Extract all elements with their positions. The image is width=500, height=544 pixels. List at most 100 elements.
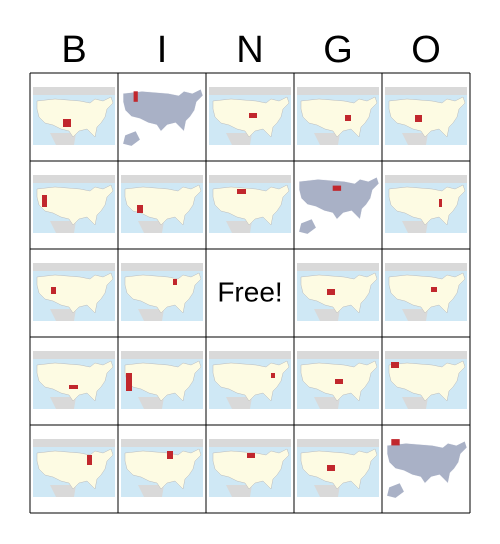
- grid: [29, 72, 471, 514]
- us-shape: [388, 272, 466, 314]
- canada: [297, 263, 379, 271]
- mexico: [314, 397, 340, 409]
- us-shape: [122, 88, 204, 132]
- mexico: [226, 133, 252, 145]
- us-map: [300, 448, 378, 490]
- mexico: [138, 485, 164, 497]
- us-map: [36, 96, 114, 138]
- highlight-state: [51, 287, 56, 294]
- highlight-state: [133, 91, 138, 102]
- mexico: [226, 221, 252, 233]
- us-shape: [300, 96, 378, 138]
- us-shape: [386, 440, 468, 484]
- canada: [121, 175, 203, 183]
- highlight-state: [63, 119, 71, 127]
- mexico: [138, 221, 164, 233]
- us-map: [122, 88, 204, 146]
- us-shape: [300, 272, 378, 314]
- alaska: [123, 131, 140, 146]
- us-map: [124, 184, 202, 226]
- canada: [297, 87, 379, 95]
- highlight-state: [42, 195, 47, 207]
- highlight-state: [431, 287, 437, 292]
- mexico: [314, 133, 340, 145]
- us-map: [212, 448, 290, 490]
- map-icon: [297, 263, 379, 321]
- us-shape: [36, 96, 114, 138]
- us-map: [300, 360, 378, 402]
- us-map: [386, 439, 468, 498]
- map-icon: [385, 87, 467, 145]
- us-shape: [124, 360, 202, 402]
- us-map: [388, 184, 466, 226]
- mexico: [50, 397, 76, 409]
- canada: [385, 351, 467, 359]
- highlight-state: [391, 439, 400, 446]
- map-icon: [121, 263, 203, 321]
- highlight-state: [439, 199, 442, 207]
- highlight-state: [335, 379, 343, 384]
- highlight-state: [69, 385, 78, 389]
- map-icon: [33, 439, 115, 497]
- us-shape: [388, 360, 466, 402]
- canada: [385, 87, 467, 95]
- canada: [33, 439, 115, 447]
- header-letter: B: [61, 29, 86, 71]
- canada: [297, 439, 379, 447]
- header-letter: G: [323, 29, 353, 71]
- canada: [121, 351, 203, 359]
- highlight-state: [332, 185, 342, 191]
- us-shape: [212, 448, 290, 490]
- us-shape: [124, 272, 202, 314]
- map-icon: [209, 351, 291, 409]
- highlight-state: [126, 373, 132, 391]
- mexico: [402, 221, 428, 233]
- highlight-state: [87, 455, 92, 465]
- highlight-state: [391, 362, 399, 368]
- us-shape: [36, 360, 114, 402]
- mexico: [314, 309, 340, 321]
- canada: [33, 351, 115, 359]
- mexico: [138, 397, 164, 409]
- canada: [209, 87, 291, 95]
- canada: [209, 439, 291, 447]
- highlight-state: [271, 373, 275, 378]
- mexico: [50, 485, 76, 497]
- highlight-state: [415, 115, 422, 122]
- map-icon: [385, 263, 467, 321]
- map-icon: [385, 351, 467, 409]
- us-shape: [300, 448, 378, 490]
- us-shape: [36, 272, 114, 314]
- us-map: [212, 184, 290, 226]
- map-icon: [33, 175, 115, 233]
- highlight-state: [137, 205, 143, 213]
- highlight-state: [173, 279, 177, 285]
- canada: [33, 263, 115, 271]
- mexico: [226, 397, 252, 409]
- us-map: [298, 176, 380, 234]
- header-letter: N: [236, 29, 263, 71]
- us-shape: [388, 184, 466, 226]
- mexico: [402, 133, 428, 145]
- us-map: [124, 272, 202, 314]
- highlight-state: [327, 465, 335, 471]
- canada: [297, 351, 379, 359]
- alaska: [299, 219, 316, 234]
- us-map: [36, 272, 114, 314]
- us-map: [36, 184, 114, 226]
- us-map: [124, 448, 202, 490]
- mexico: [138, 309, 164, 321]
- map-icon: [122, 88, 204, 146]
- highlight-state: [237, 189, 246, 194]
- us-map: [300, 272, 378, 314]
- highlight-state: [247, 453, 255, 458]
- map-icon: [33, 351, 115, 409]
- us-shape: [212, 184, 290, 226]
- mexico: [402, 397, 428, 409]
- map-icon: [33, 87, 115, 145]
- us-shape: [36, 448, 114, 490]
- mexico: [50, 221, 76, 233]
- map-icon: [121, 439, 203, 497]
- canada: [33, 87, 115, 95]
- us-map: [212, 96, 290, 138]
